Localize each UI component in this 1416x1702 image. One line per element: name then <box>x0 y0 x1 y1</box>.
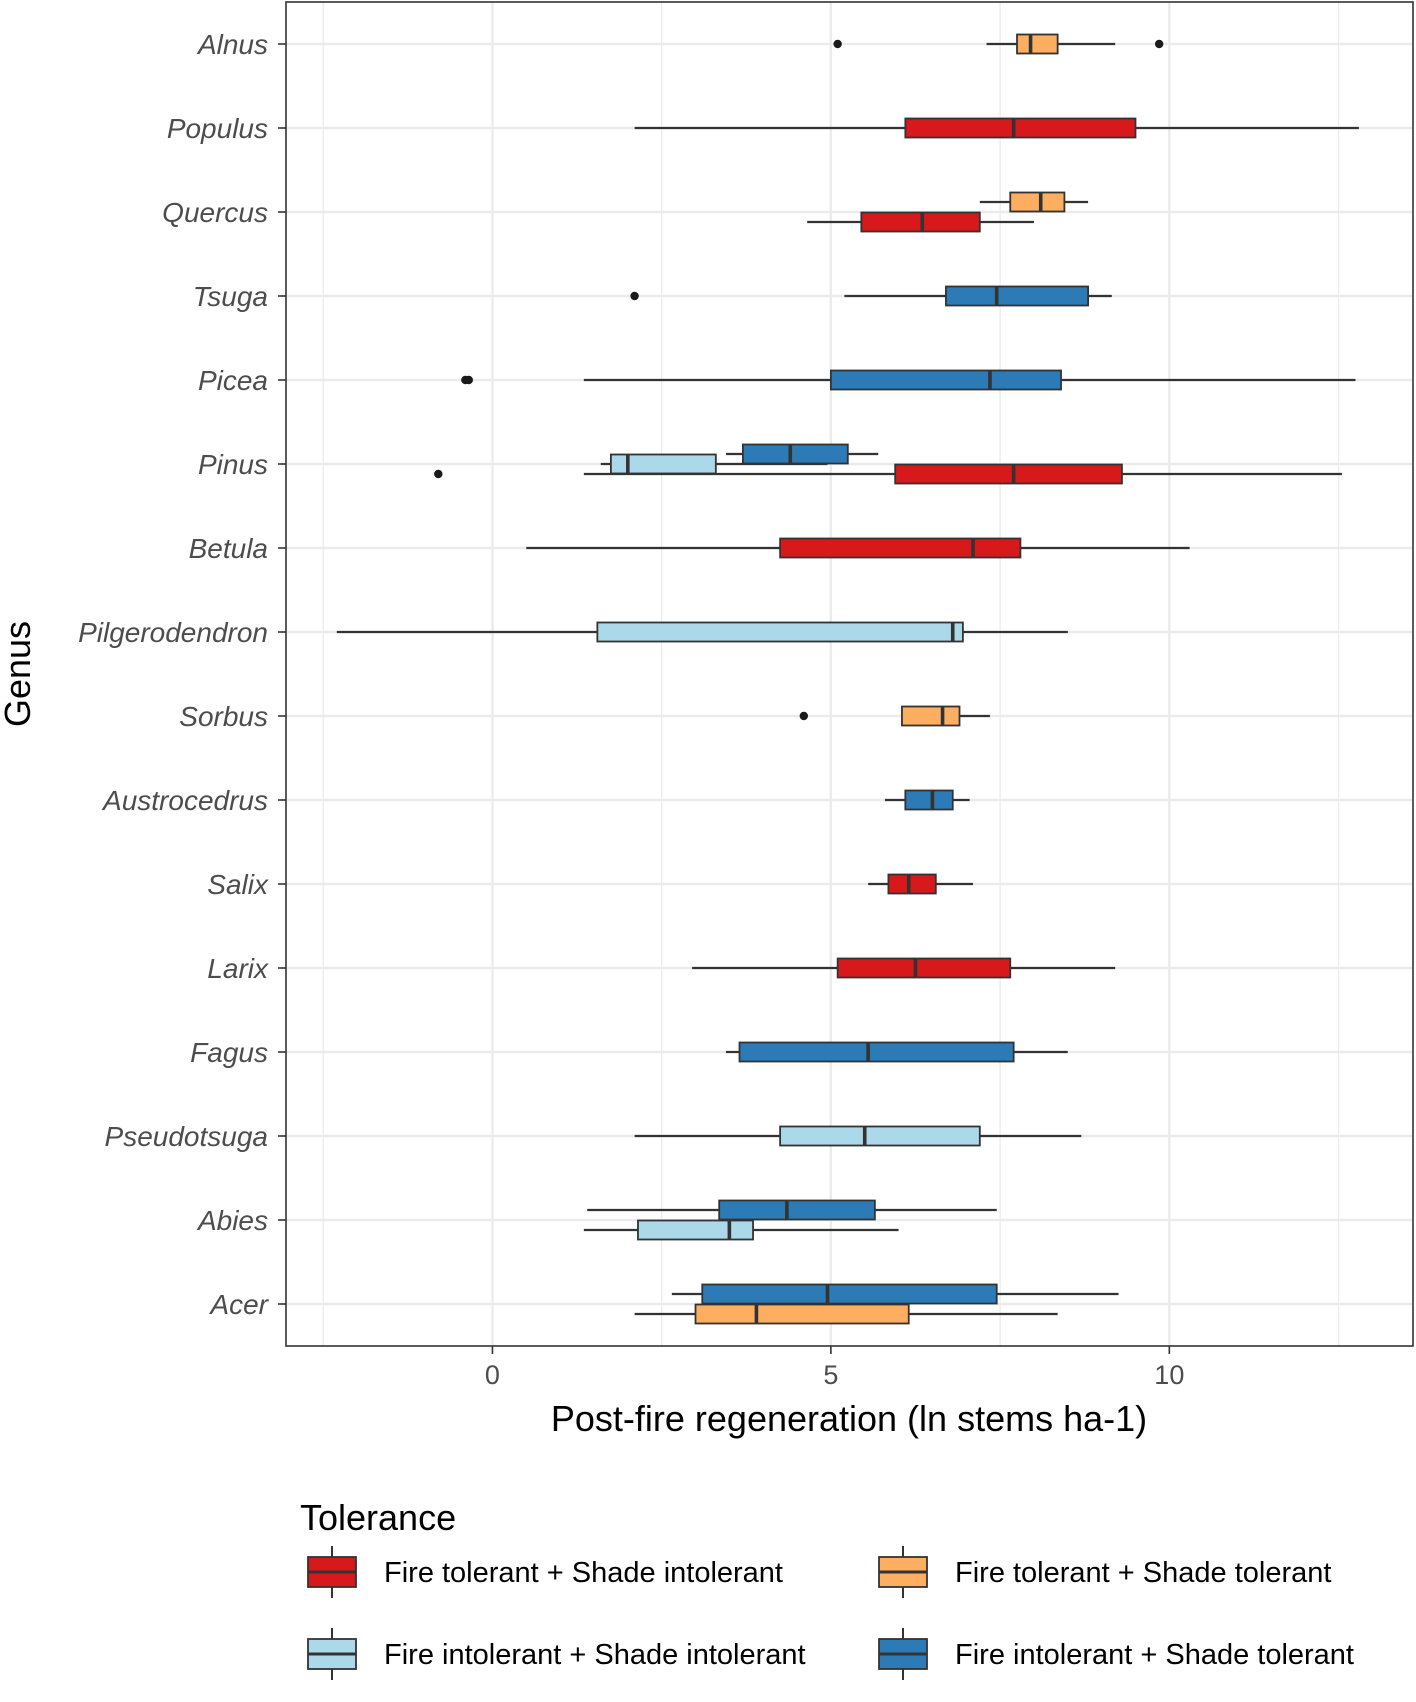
y-tick-label-larix: Larix <box>207 953 269 984</box>
outlier-point <box>461 375 470 385</box>
x-axis-title: Post-fire regeneration (ln stems ha-1) <box>551 1398 1147 1439</box>
legend: Tolerance Fire tolerant + Shade intolera… <box>300 1497 1354 1680</box>
box-pinus-fit <box>725 443 879 465</box>
legend-item-fii: Fire intolerant + Shade intolerant <box>307 1628 806 1680</box>
box-iqr <box>829 369 1062 391</box>
outlier-point <box>833 39 842 49</box>
box-abies-fii <box>583 1219 899 1241</box>
box-pinus-fti <box>434 463 1342 485</box>
box-pilgerodendron-fii <box>336 621 1068 643</box>
box-iqr <box>894 463 1123 485</box>
legend-label: Fire tolerant + Shade intolerant <box>384 1557 783 1589</box>
boxes-layer <box>336 33 1359 1325</box>
plot-panel-background <box>286 2 1413 1346</box>
box-picea-fit <box>461 369 1356 391</box>
box-betula-fti <box>526 537 1190 559</box>
y-tick-label-quercus: Quercus <box>162 197 268 228</box>
box-acer-fit <box>671 1283 1119 1305</box>
legend-label: Fire intolerant + Shade intolerant <box>384 1639 806 1671</box>
box-iqr <box>779 537 1022 559</box>
y-tick-label-acer: Acer <box>208 1289 269 1320</box>
box-pseudotsuga-fii <box>634 1125 1082 1147</box>
box-quercus-ftt <box>979 191 1089 213</box>
x-tick-label: 10 <box>1154 1360 1184 1390</box>
box-iqr <box>887 873 937 895</box>
box-fagus-fit <box>725 1041 1068 1063</box>
plot-panel-border <box>285 1 1414 1347</box>
y-tick-label-sorbus: Sorbus <box>179 701 268 732</box>
box-iqr <box>901 705 961 727</box>
box-acer-ftt <box>634 1303 1058 1325</box>
legend-label: Fire tolerant + Shade tolerant <box>955 1557 1331 1589</box>
box-iqr <box>738 1041 1015 1063</box>
box-alnus-ftt <box>833 33 1164 55</box>
box-iqr <box>779 1125 981 1147</box>
box-quercus-fti <box>807 211 1034 233</box>
box-iqr <box>836 957 1012 979</box>
legend-item-fti: Fire tolerant + Shade intolerant <box>307 1546 783 1598</box>
y-axis: Alnus Populus Quercus Tsuga Picea Pinus Betula… <box>78 29 286 1320</box>
box-abies-fit <box>587 1199 997 1221</box>
box-iqr <box>741 443 849 465</box>
box-iqr <box>694 1303 910 1325</box>
x-axis: 0 5 10 <box>485 1346 1184 1390</box>
y-tick-label-picea: Picea <box>198 365 268 396</box>
legend-title: Tolerance <box>300 1497 456 1538</box>
legend-label: Fire intolerant + Shade tolerant <box>955 1639 1354 1671</box>
y-tick-label-pseudotsuga: Pseudotsuga <box>105 1121 268 1152</box>
box-iqr <box>596 621 964 643</box>
box-iqr <box>1016 33 1059 55</box>
y-tick-label-alnus: Alnus <box>196 29 268 60</box>
box-iqr <box>904 789 954 811</box>
box-larix-fti <box>692 957 1116 979</box>
box-sorbus-ftt <box>799 705 990 727</box>
box-iqr <box>637 1219 754 1241</box>
x-tick-label: 5 <box>823 1360 838 1390</box>
y-tick-label-pilgerodendron: Pilgerodendron <box>78 617 268 648</box>
y-tick-label-betula: Betula <box>189 533 268 564</box>
y-tick-label-pinus: Pinus <box>198 449 268 480</box>
y-tick-label-austrocedrus: Austrocedrus <box>101 785 268 816</box>
y-tick-label-abies: Abies <box>196 1205 268 1236</box>
y-tick-label-salix: Salix <box>207 869 269 900</box>
y-tick-label-populus: Populus <box>167 113 268 144</box>
legend-item-ftt: Fire tolerant + Shade tolerant <box>878 1546 1331 1598</box>
box-populus-fti <box>634 117 1359 139</box>
y-axis-title: Genus <box>0 621 38 727</box>
box-iqr <box>1009 191 1066 213</box>
box-iqr <box>945 285 1089 307</box>
box-iqr <box>904 117 1137 139</box>
legend-item-fit: Fire intolerant + Shade tolerant <box>878 1628 1354 1680</box>
outlier-point <box>630 291 639 301</box>
box-iqr <box>701 1283 998 1305</box>
box-austrocedrus-fit <box>885 789 970 811</box>
y-tick-label-fagus: Fagus <box>190 1037 268 1068</box>
box-iqr <box>718 1199 876 1221</box>
outlier-point <box>1154 39 1164 49</box>
x-tick-label: 0 <box>485 1360 500 1390</box>
box-salix-fti <box>868 873 974 895</box>
y-tick-label-tsuga: Tsuga <box>193 281 268 312</box>
box-tsuga-fit <box>630 285 1112 307</box>
outlier-point <box>799 711 809 721</box>
outlier-point <box>434 469 443 479</box>
